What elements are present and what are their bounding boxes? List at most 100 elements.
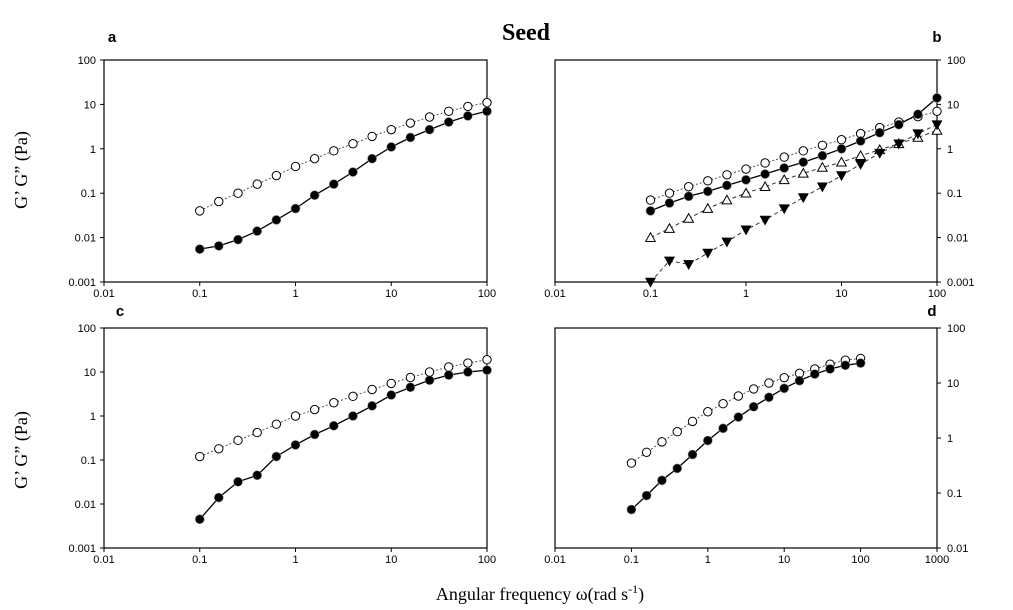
panel-c-series-1-point (252, 427, 262, 438)
panel-b-y-tick-label: 0.001 (947, 277, 975, 289)
panel-a-series-2-point (290, 203, 301, 214)
panel-a-series-2-point (329, 179, 339, 189)
panel-b-series-4-line (650, 124, 938, 283)
panel-a-series-1-point (309, 153, 320, 164)
panel-b-series-3-point (759, 180, 771, 192)
panel-d-series-2-point (626, 504, 637, 515)
x-axis-title-tail: ) (638, 584, 644, 605)
panel-d-series-1-point (672, 427, 682, 437)
panel-d-y-tick-label: 1 (947, 433, 953, 445)
panel-d-y-tick-label: 0.1 (947, 488, 962, 500)
panel-c-series-1-point (386, 378, 396, 389)
panel-a-series-1-point (214, 196, 224, 207)
panel-c-series-2-line (199, 369, 488, 520)
panel-b-series-3-point (854, 149, 867, 161)
panel-b-series-4-point (931, 120, 943, 131)
panel-b-series-2-point (836, 144, 847, 154)
panel-c-series-2-point (386, 390, 397, 400)
panel-c-series-1-line (199, 359, 488, 457)
figure-title: Seed (502, 20, 551, 46)
panel-b-series-2-point (913, 109, 923, 120)
panel-b-series-4-point (874, 148, 886, 159)
panel-d-series-1-point (764, 378, 774, 388)
panel-d-letter: d (927, 303, 936, 320)
panel-c-series-1-point (290, 411, 301, 421)
panel-a-series-2-point (271, 215, 282, 225)
panel-c-series-1-point (271, 419, 282, 429)
panel-a-series-1-point (386, 124, 396, 135)
panel-b-series-2-point (855, 136, 866, 146)
panel-c-series-1-point (214, 444, 224, 454)
panel-d-series-2-point (794, 375, 805, 386)
panel-c-series-2-point (348, 411, 358, 421)
panel-b-series-2-point (645, 206, 656, 216)
panel-a-letter: a (108, 29, 117, 46)
panel-c-series-2-point (252, 470, 262, 481)
panel-d-x-tick-label: 0.01 (544, 554, 565, 566)
x-axis-title-sup: -1 (628, 582, 638, 596)
panel-a-y-tick-label: 10 (84, 99, 96, 111)
panel-c-series-1-point (309, 404, 320, 415)
panel-b-series-1-point (836, 135, 847, 145)
panel-d-series-2-point (779, 383, 790, 394)
panel-b-series-3-point (702, 202, 714, 213)
panel-b-y-tick-label: 0.1 (947, 188, 962, 200)
panel-d-series-2-point (702, 435, 713, 446)
panel-a-x-tick-label: 0.1 (192, 288, 207, 300)
panel-d-series-1-point (657, 437, 667, 447)
panel-a-series-2-point (309, 190, 320, 201)
panel-d-series-2-point (840, 360, 851, 371)
panel-b-series-4-point (663, 256, 675, 267)
panel-b-series-1-point (779, 152, 789, 162)
panel-a-series-2-point (213, 241, 224, 251)
panel-b-y-tick-label: 100 (947, 55, 965, 67)
panel-b-x-tick-label: 100 (928, 288, 946, 300)
panel-b-series-2-point (932, 93, 942, 103)
panel-c-series-2-point (367, 401, 377, 411)
panel-c-y-tick-label: 10 (84, 367, 96, 379)
panel-d-series-1-point (641, 447, 652, 457)
panel-c-y-tick-label: 1 (90, 411, 96, 423)
panel-b-y-tick-label: 0.01 (947, 233, 968, 245)
panel-b-series-3-line (650, 129, 938, 239)
panel-b-series-3-point (721, 194, 733, 205)
panel-b-series-3-point (835, 156, 848, 167)
panel-b-y-tick-label: 10 (947, 99, 959, 111)
panel-c-series-2-point (213, 492, 224, 503)
panel-d-series-2-line (630, 362, 861, 511)
panel-b-series-2-point (817, 150, 828, 161)
panel-c-x-tick-label: 100 (478, 554, 496, 566)
panel-b-series-1-point (645, 195, 656, 205)
panel-d-series-2-point (764, 392, 774, 403)
panel-a-y-tick-label: 100 (78, 55, 96, 67)
panel-b-series-4-point (683, 260, 695, 270)
panel-b-series-3-point (740, 187, 752, 198)
panel-d-series-1-point (718, 399, 728, 409)
panel-b-series-2-point (874, 127, 885, 138)
panel-a-y-tick-label: 0.001 (68, 277, 96, 289)
panel-b-series-2-point (683, 191, 694, 202)
panel-b-series-4-point (893, 139, 905, 150)
panel-d-series-2-point (733, 412, 744, 422)
panel-c-series-2-point (309, 429, 320, 440)
panel-b-series-3-point (644, 231, 657, 242)
panel-a-x-tick-label: 100 (478, 288, 496, 300)
panel-b-series-1-point (664, 188, 675, 198)
panel-b-letter: b (932, 29, 941, 46)
panel-d-x-tick-label: 0.1 (624, 554, 639, 566)
panel-a-y-tick-label: 0.01 (75, 233, 96, 245)
panel-c-series-1-point (405, 372, 416, 383)
panel-a-series-2-point (424, 124, 435, 135)
panel-b-series-2-point (664, 198, 675, 208)
panel-d-series-1-point (733, 391, 744, 401)
panel-b-series-4-point (778, 204, 790, 215)
panel-b-series-4-point (645, 277, 656, 288)
panel-a-y-tick-label: 1 (90, 144, 96, 156)
panel-c-series-1-point (348, 391, 358, 402)
panel-b-series-2-point (798, 157, 809, 167)
panel-b-series-3-point (797, 167, 809, 178)
